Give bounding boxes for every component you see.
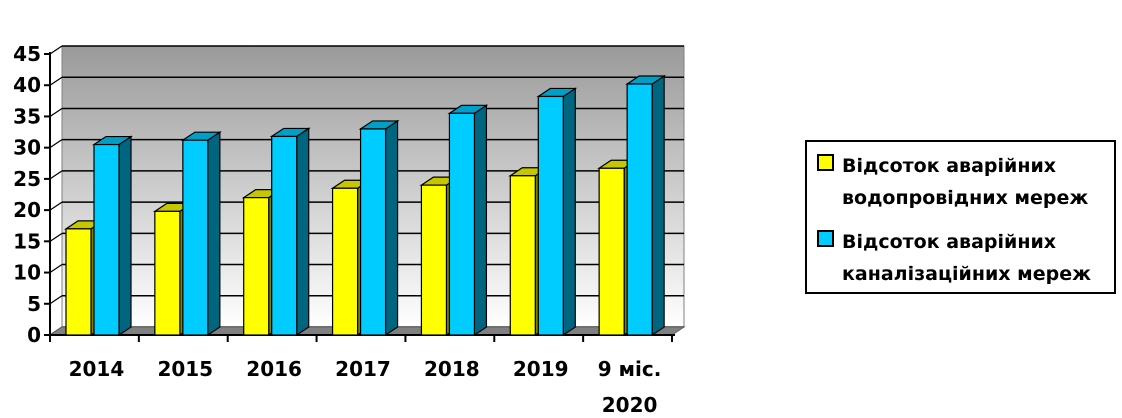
bar-sewer — [269, 127, 311, 337]
x-tick-label: 2020 — [602, 393, 658, 414]
gridline-slant — [49, 76, 63, 86]
bar-front-face — [537, 95, 564, 336]
legend-water-line1: Відсоток аварійних — [842, 155, 1057, 177]
x-tick-label: 2019 — [513, 357, 569, 381]
bar-front-face — [626, 83, 653, 336]
x-tick-label: 2016 — [246, 357, 302, 381]
bar-sewer — [536, 87, 578, 337]
bar-sewer — [92, 135, 133, 337]
gridline-slant — [49, 139, 63, 149]
bar-front-face — [243, 197, 270, 336]
bar-sewer — [447, 104, 489, 337]
gridline-slant — [49, 295, 63, 305]
x-tick-label: 2017 — [335, 357, 391, 381]
y-tick-label: 25 — [13, 167, 41, 191]
x-tick-label: 2018 — [424, 357, 480, 381]
legend-sewer-line1: Відсоток аварійних — [842, 231, 1057, 253]
bar-side-face — [562, 87, 576, 337]
bar-sewer — [625, 74, 667, 337]
bar-front-face — [271, 135, 298, 336]
gridline-slant — [49, 170, 63, 180]
bar-front-face — [420, 184, 448, 336]
y-tick-label: 20 — [13, 198, 41, 222]
legend-sewer-line2: каналізаційних мереж — [842, 263, 1091, 285]
gridline-slant — [49, 232, 63, 242]
legend-item-sewer-network: Відсоток аварійних каналізаційних мереж — [817, 226, 1091, 290]
bar-side-face — [384, 119, 399, 337]
bar-side-face — [296, 127, 310, 337]
legend-label-sewer-network: Відсоток аварійних каналізаційних мереж — [842, 226, 1091, 290]
bar-front-face — [182, 139, 209, 336]
bar-front-face — [598, 167, 625, 336]
bar-front-face — [448, 112, 476, 336]
gridline-slant — [49, 45, 63, 55]
bar-sewer — [180, 131, 222, 337]
y-tick-label: 15 — [13, 229, 41, 253]
y-tick-label: 30 — [13, 136, 41, 160]
bar-side-face — [473, 104, 488, 337]
bar-front-face — [359, 128, 387, 336]
legend-swatch-yellow — [817, 154, 834, 171]
bar-front-face — [509, 175, 536, 336]
bar-front-face — [331, 187, 359, 336]
chart-legend: Відсоток аварійних водопровідних мереж В… — [805, 140, 1116, 294]
bar-front-face — [154, 210, 181, 336]
gridline-slant — [49, 264, 63, 274]
y-tick-label: 40 — [13, 73, 41, 97]
bar-side-face — [207, 131, 221, 337]
legend-swatch-cyan — [817, 230, 834, 247]
y-tick-label: 0 — [27, 323, 41, 347]
bar-side-face — [118, 135, 132, 337]
y-tick-label: 45 — [13, 42, 41, 66]
gridline-slant — [49, 107, 63, 117]
bar-front-face — [93, 143, 120, 336]
bar-front-face — [65, 228, 92, 336]
gridline-slant — [49, 201, 63, 211]
legend-item-water-network: Відсоток аварійних водопровідних мереж — [817, 150, 1088, 214]
x-tick-label: 2014 — [69, 357, 125, 381]
legend-water-line2: водопровідних мереж — [842, 187, 1089, 209]
bar-sewer — [358, 119, 400, 337]
x-tick-label: 2015 — [157, 357, 213, 381]
legend-label-water-network: Відсоток аварійних водопровідних мереж — [842, 150, 1088, 214]
y-tick-label: 10 — [13, 261, 41, 285]
x-tick-label: 9 міс. — [598, 357, 662, 381]
bar-side-face — [651, 74, 665, 337]
y-tick-label: 5 — [27, 292, 41, 316]
y-tick-label: 35 — [13, 104, 41, 128]
